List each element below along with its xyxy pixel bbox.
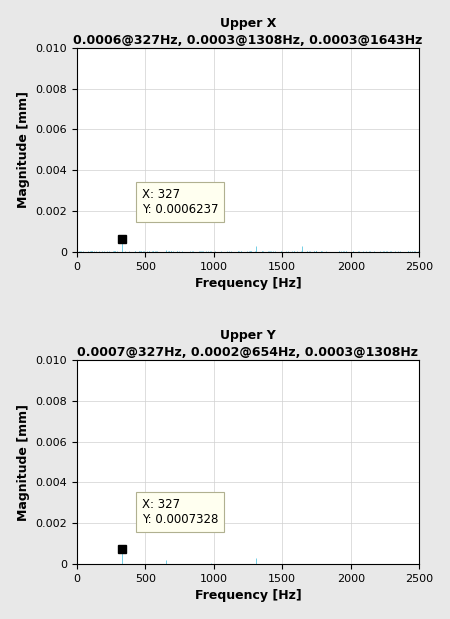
Y-axis label: Magnitude [mm]: Magnitude [mm] [17, 404, 30, 521]
X-axis label: Frequency [Hz]: Frequency [Hz] [194, 277, 302, 290]
Text: X: 327
Y: 0.0006237: X: 327 Y: 0.0006237 [142, 188, 219, 217]
X-axis label: Frequency [Hz]: Frequency [Hz] [194, 589, 302, 602]
Y-axis label: Magnitude [mm]: Magnitude [mm] [17, 92, 30, 209]
Text: X: 327
Y: 0.0007328: X: 327 Y: 0.0007328 [142, 498, 218, 526]
Title: Upper X
0.0006@327Hz, 0.0003@1308Hz, 0.0003@1643Hz: Upper X 0.0006@327Hz, 0.0003@1308Hz, 0.0… [73, 17, 423, 46]
Title: Upper Y
0.0007@327Hz, 0.0002@654Hz, 0.0003@1308Hz: Upper Y 0.0007@327Hz, 0.0002@654Hz, 0.00… [77, 329, 418, 359]
